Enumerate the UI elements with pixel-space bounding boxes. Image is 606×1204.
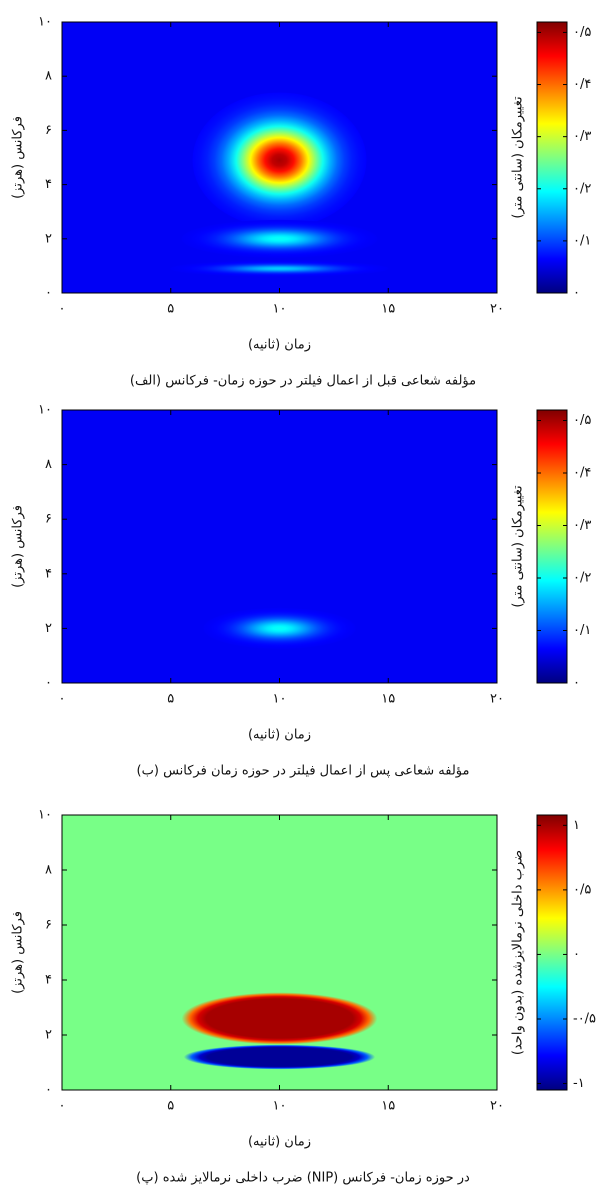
y-tick-label: ۴ (45, 566, 52, 581)
colorbar-tick-label: ۰ (573, 286, 580, 301)
y-tick-label: ۸ (45, 863, 52, 878)
colorbar-tick-label: ۰/۳ (573, 518, 591, 533)
colorbar-tick-label: ۰/۳ (573, 129, 591, 144)
caption: (پ) ضرب داخلی نرمالایز شده (NIP) در حوزه… (136, 1171, 470, 1186)
colorbar-tick-label: -۱ (573, 1076, 585, 1091)
heatmap-blob (192, 92, 367, 228)
y-tick-label: ۶ (45, 123, 52, 138)
y-tick-label: ۸ (45, 457, 52, 472)
x-tick-label: ۰ (59, 692, 66, 707)
colorbar (536, 21, 568, 294)
x-tick-label: ۵ (167, 302, 174, 317)
heatmap-blob (181, 219, 378, 258)
colorbar-tick-label: ۰/۵ (573, 413, 591, 428)
colorbar-title: تغییرمکان (سانتی متر) (511, 96, 526, 219)
colorbar-tick-label: ۰ (573, 947, 580, 962)
caption: (ب) مؤلفه شعاعی پس از اعمال فیلتر در حوز… (137, 764, 470, 779)
colorbar-tick-label: ۰/۱ (573, 623, 591, 638)
y-axis-title: فرکانس (هرتز) (11, 116, 26, 199)
colorbar-tick-label: ۰/۲ (573, 571, 591, 586)
y-tick-label: ۰ (45, 1083, 52, 1098)
colorbar-tick-label: ۰/۵ (573, 882, 591, 897)
heatmap-blob (181, 992, 378, 1045)
plot-area (62, 22, 497, 293)
colorbar-tick-label: ۰/۵ (573, 25, 591, 40)
colorbar-tick-label: ۱ (573, 818, 580, 833)
colorbar-tick-label: ۰ (573, 676, 580, 691)
y-tick-label: ۴ (45, 973, 52, 988)
y-tick-label: ۶ (45, 918, 52, 933)
y-axis-title: فرکانس (هرتز) (11, 505, 26, 588)
y-tick-label: ۱۰ (38, 15, 52, 30)
y-tick-label: ۰ (45, 286, 52, 301)
y-tick-label: ۲ (45, 1028, 52, 1043)
y-tick-label: ۴ (45, 177, 52, 192)
x-axis-title: زمان (ثانیه) (248, 728, 311, 743)
x-tick-label: ۲۰ (490, 302, 504, 317)
colorbar-tick-label: ۰/۲ (573, 181, 591, 196)
colorbar-tick-label: ۰/۱ (573, 233, 591, 248)
colorbar (536, 409, 568, 684)
y-axis-title: فرکانس (هرتز) (11, 911, 26, 994)
plot-area (62, 410, 497, 683)
x-axis-title: زمان (ثانیه) (248, 1135, 311, 1150)
colorbar-tick-label: ۰/۴ (573, 77, 591, 92)
y-tick-label: ۲ (45, 621, 52, 636)
x-tick-label: ۰ (59, 1099, 66, 1114)
x-tick-label: ۱۵ (381, 1099, 395, 1114)
colorbar-title: ضرب داخلی نرمالایزشده (بدون واحد) (511, 850, 526, 1055)
x-tick-label: ۲۰ (490, 692, 504, 707)
y-tick-label: ۱۰ (38, 808, 52, 823)
y-tick-label: ۸ (45, 69, 52, 84)
y-tick-label: ۶ (45, 512, 52, 527)
heatmap-blob (183, 1044, 376, 1070)
y-tick-label: ۱۰ (38, 403, 52, 418)
x-tick-label: ۱۵ (381, 692, 395, 707)
heatmap-blob (170, 260, 389, 277)
caption: (الف) مؤلفه شعاعی قبل از اعمال فیلتر در … (130, 374, 476, 389)
y-tick-label: ۰ (45, 676, 52, 691)
y-tick-label: ۲ (45, 231, 52, 246)
x-axis-title: زمان (ثانیه) (248, 338, 311, 353)
colorbar-tick-label: ۰/۴ (573, 466, 591, 481)
x-tick-label: ۱۵ (381, 302, 395, 317)
x-tick-label: ۱۰ (273, 302, 287, 317)
x-tick-label: ۲۰ (490, 1099, 504, 1114)
x-tick-label: ۵ (167, 1099, 174, 1114)
x-tick-label: ۵ (167, 692, 174, 707)
x-tick-label: ۰ (59, 302, 66, 317)
plot-area (62, 815, 497, 1090)
x-tick-label: ۱۰ (273, 1099, 287, 1114)
colorbar-tick-label: -۰/۵ (573, 1011, 596, 1026)
x-tick-label: ۱۰ (273, 692, 287, 707)
colorbar-title: تغییرمکان (سانتی متر) (511, 485, 526, 608)
heatmap-blob (203, 607, 356, 649)
colorbar (536, 814, 568, 1091)
